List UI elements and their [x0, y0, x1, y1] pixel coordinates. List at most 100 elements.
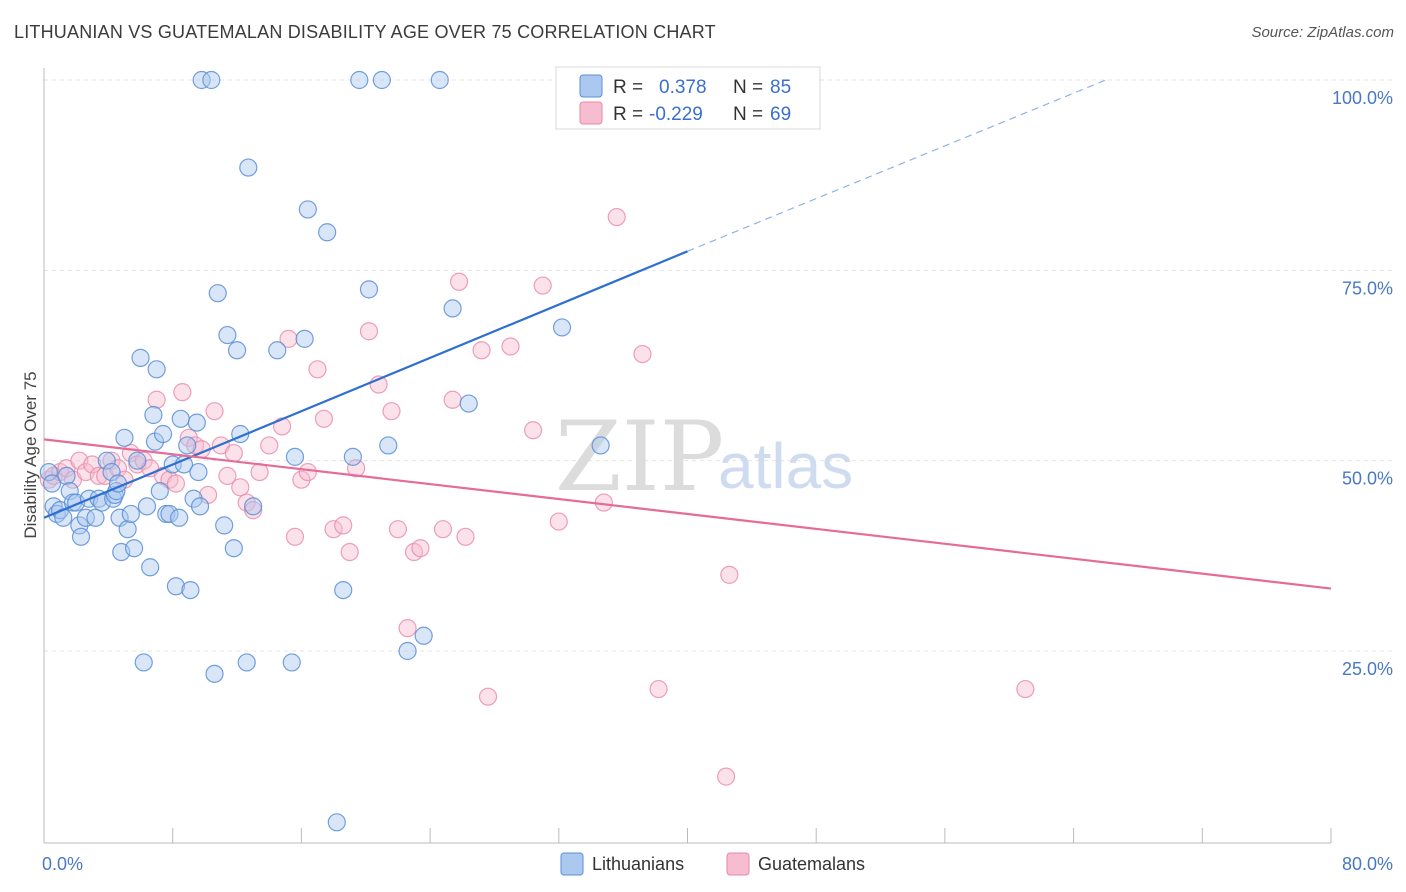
data-point-lithuanians — [202, 70, 221, 90]
x-tick-labels: 0.0% 80.0% — [42, 854, 1393, 874]
data-point-lithuanians — [128, 451, 147, 470]
data-point-lithuanians — [552, 318, 572, 337]
legend-swatch-guatemalans — [579, 101, 603, 125]
data-point-lithuanians — [115, 428, 134, 447]
legend-label-lithuanians: Lithuanians — [592, 854, 684, 874]
data-point-guatemalans — [478, 687, 498, 706]
data-point-guatemalans — [633, 344, 652, 364]
data-point-guatemalans — [279, 329, 298, 348]
data-point-guatemalans — [433, 520, 453, 539]
data-point-lithuanians — [350, 70, 369, 90]
data-point-lithuanians — [184, 489, 203, 508]
data-point-lithuanians — [591, 436, 610, 455]
data-point-guatemalans — [340, 542, 359, 562]
data-point-lithuanians — [150, 482, 169, 501]
data-point-lithuanians — [147, 360, 166, 379]
data-point-lithuanians — [134, 653, 153, 672]
data-point-lithuanians — [298, 200, 317, 219]
data-point-guatemalans — [272, 417, 292, 436]
data-point-guatemalans — [398, 619, 417, 638]
data-point-lithuanians — [57, 466, 76, 485]
data-point-lithuanians — [227, 341, 247, 360]
data-point-lithuanians — [414, 626, 433, 645]
y-tick-label: 75.0% — [1342, 278, 1393, 298]
axes — [43, 68, 1332, 844]
data-point-lithuanians — [166, 577, 186, 596]
data-point-lithuanians — [189, 462, 208, 482]
data-point-guatemalans — [523, 421, 543, 440]
data-point-guatemalans — [260, 436, 279, 455]
data-point-lithuanians — [39, 462, 58, 482]
data-point-lithuanians — [187, 413, 206, 432]
trendline-lithuanians — [43, 250, 688, 519]
watermark-zip: ZIP — [555, 401, 724, 513]
y-tick-label: 25.0% — [1342, 659, 1393, 679]
data-point-guatemalans — [292, 470, 311, 489]
legend-swatch-lithuanians — [560, 852, 584, 876]
legend-r-value: 0.378 — [659, 77, 707, 98]
legend-r-value: -0.229 — [649, 104, 703, 125]
data-point-lithuanians — [181, 580, 200, 600]
data-point-guatemalans — [166, 474, 186, 493]
data-point-lithuanians — [334, 580, 353, 600]
data-point-guatemalans — [314, 409, 334, 428]
data-point-lithuanians — [70, 516, 89, 535]
trendline-lithuanians-extension — [687, 79, 1107, 252]
data-point-lithuanians — [97, 451, 116, 470]
data-point-guatemalans — [224, 443, 243, 463]
data-point-lithuanians — [170, 508, 189, 527]
data-point-lithuanians — [208, 284, 227, 303]
data-point-guatemalans — [147, 390, 166, 409]
data-point-guatemalans — [456, 527, 475, 546]
data-point-guatemalans — [173, 383, 192, 402]
data-point-lithuanians — [124, 539, 144, 558]
data-point-guatemalans — [443, 390, 462, 409]
data-point-guatemalans — [533, 276, 552, 295]
data-point-lithuanians — [430, 70, 449, 90]
data-point-lithuanians — [71, 527, 91, 546]
series-legend: Lithuanians Guatemalans — [560, 852, 865, 876]
data-point-lithuanians — [327, 813, 346, 832]
data-point-lithuanians — [372, 70, 391, 90]
chart-title: LITHUANIAN VS GUATEMALAN DISABILITY AGE … — [14, 22, 716, 42]
data-point-lithuanians — [76, 508, 95, 527]
data-point-lithuanians — [218, 325, 237, 345]
trendlines — [43, 79, 1332, 590]
correlation-legend: R = 0.378 N = 85 R = -0.229 N = 69 — [555, 66, 821, 130]
data-point-lithuanians — [359, 280, 379, 299]
data-point-guatemalans — [649, 679, 668, 699]
y-tick-label: 50.0% — [1342, 469, 1393, 489]
y-tick-labels: 100.0% 75.0% 50.0% 25.0% — [1332, 88, 1393, 679]
data-point-lithuanians — [131, 348, 150, 367]
data-point-lithuanians — [118, 520, 137, 539]
data-point-lithuanians — [239, 158, 258, 177]
data-point-guatemalans — [324, 520, 343, 539]
data-point-lithuanians — [141, 558, 160, 577]
data-point-guatemalans — [285, 527, 305, 546]
legend-swatch-lithuanians — [579, 74, 603, 98]
data-point-lithuanians — [285, 447, 305, 466]
data-point-lithuanians — [192, 70, 211, 90]
x-tick-label: 80.0% — [1342, 854, 1393, 874]
data-point-lithuanians — [318, 223, 337, 242]
data-point-guatemalans — [218, 466, 237, 485]
source-label: Source: ZipAtlas.com — [1251, 24, 1394, 41]
data-point-lithuanians — [268, 341, 287, 360]
data-point-guatemalans — [298, 462, 317, 482]
data-point-lithuanians — [215, 516, 234, 535]
data-point-lithuanians — [160, 504, 179, 524]
data-point-guatemalans — [134, 451, 153, 470]
data-point-guatemalans — [308, 360, 327, 379]
data-point-guatemalans — [501, 337, 520, 356]
data-point-lithuanians — [42, 474, 62, 493]
data-point-guatemalans — [346, 459, 366, 478]
legend-r-label: R = — [613, 104, 643, 125]
series-points — [39, 70, 665, 832]
data-point-lithuanians — [102, 462, 121, 482]
data-point-guatemalans — [472, 341, 491, 360]
data-point-guatemalans — [1016, 679, 1035, 699]
y-tick-label: 100.0% — [1332, 88, 1393, 108]
data-point-lithuanians — [190, 497, 210, 516]
y-axis-label: Disability Age Over 75 — [21, 371, 40, 538]
